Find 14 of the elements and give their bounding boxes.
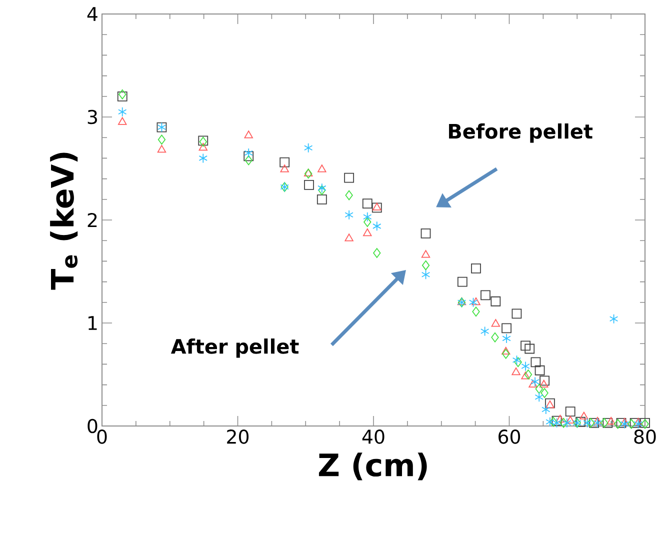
x-tick-label: 0 <box>97 430 107 444</box>
y-tick-label: 4 <box>87 7 98 21</box>
x-axis-title: Z (cm) <box>318 452 427 480</box>
x-tick-label: 40 <box>362 430 384 444</box>
x-tick-label: 20 <box>227 430 249 444</box>
annotation: Before pellet <box>449 123 593 143</box>
annotation: After pellet <box>170 338 299 358</box>
x-tick-label: 80 <box>634 430 656 444</box>
y-tick-label: 1 <box>88 316 97 330</box>
y-tick-label: 2 <box>88 212 97 228</box>
x-tick-label: 60 <box>498 430 520 444</box>
y-axis-title: T$_{e}$ (keV) <box>50 152 78 290</box>
y-tick-label: 3 <box>88 110 97 124</box>
y-tick-label: 0 <box>88 418 98 434</box>
